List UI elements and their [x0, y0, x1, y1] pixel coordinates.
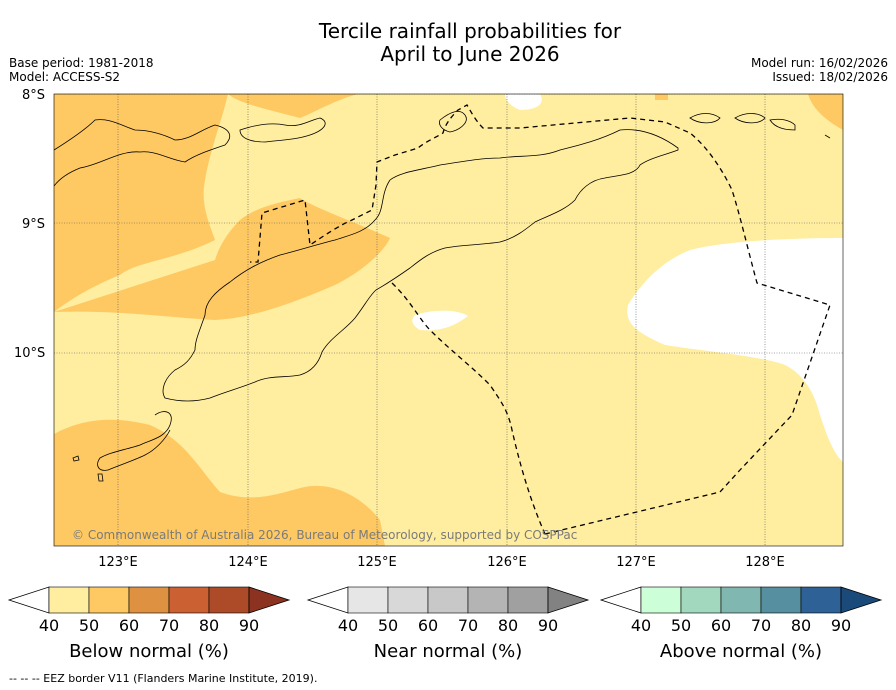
title-line-1: Tercile rainfall probabilities for: [318, 19, 622, 43]
no-signal-region-north: [505, 94, 542, 110]
near-colorbar-title: Near normal (%): [374, 641, 523, 662]
below-colorbar-tick-label: 90: [239, 616, 259, 635]
near-colorbar-tick-label: 70: [458, 616, 478, 635]
above-colorbar-under-triangle: [599, 586, 642, 614]
near-colorbar-tick-label: 80: [498, 616, 518, 635]
lon-label-123e: 123°E: [98, 555, 138, 570]
colorbar-below-normal: 40 50 60 70 80 90 Below normal (%): [7, 586, 291, 662]
eez-border: [250, 104, 831, 535]
below-colorbar-segment: [168, 586, 210, 614]
lon-label-126e: 126°E: [487, 555, 527, 570]
below-normal-50-60-west: [54, 94, 228, 312]
above-colorbar-over-triangle: [840, 586, 883, 614]
below-normal-small-patch: [655, 94, 668, 100]
below-colorbar-tick-label: 80: [199, 616, 219, 635]
above-colorbar-tick-label: 60: [711, 616, 731, 635]
below-normal-50-60-south: [54, 419, 385, 546]
below-normal-50-60-northeast: [808, 94, 843, 130]
lon-label-128e: 128°E: [745, 555, 785, 570]
map-title: Tercile rainfall probabilities for April…: [0, 20, 896, 66]
above-colorbar-tick-label: 80: [791, 616, 811, 635]
below-colorbar-segment: [48, 586, 90, 614]
below-colorbar-over-triangle: [248, 586, 291, 614]
above-colorbar-segment: [680, 586, 722, 614]
title-line-2: April to June 2026: [380, 42, 560, 66]
below-colorbar-segment: [128, 586, 170, 614]
below-colorbar-segment: [208, 586, 250, 614]
above-colorbar-segment: [760, 586, 802, 614]
model-name: Model: ACCESS-S2: [9, 70, 121, 84]
above-colorbar-tick-label: 50: [671, 616, 691, 635]
near-colorbar-segment: [347, 586, 389, 614]
lon-label-124e: 124°E: [228, 555, 268, 570]
near-colorbar-segment: [467, 586, 509, 614]
above-colorbar-segment: [800, 586, 842, 614]
below-normal-50-60-north: [228, 94, 358, 118]
probability-field: [54, 94, 843, 546]
no-signal-region-east: [627, 238, 843, 462]
near-colorbar-tick-label: 90: [538, 616, 558, 635]
lon-label-125e: 125°E: [357, 555, 397, 570]
below-colorbar-tick-label: 70: [159, 616, 179, 635]
issued-date: Issued: 18/02/2026: [772, 70, 888, 84]
colorbar-near-normal: 40 50 60 70 80 90 Near normal (%): [306, 586, 590, 662]
below-colorbar-segment: [88, 586, 130, 614]
below-colorbar-under-triangle: [7, 586, 50, 614]
above-colorbar-tick-label: 70: [751, 616, 771, 635]
near-colorbar-segment: [427, 586, 469, 614]
lon-label-127e: 127°E: [616, 555, 656, 570]
meta-left: Base period: 1981-2018 Model: ACCESS-S2: [9, 56, 154, 84]
meta-right: Model run: 16/02/2026 Issued: 18/02/2026: [751, 56, 888, 84]
lat-label-8s: 8°S: [22, 88, 45, 103]
map-frame: [53, 93, 844, 547]
below-colorbar-tick-label: 50: [79, 616, 99, 635]
copyright-text: © Commonwealth of Australia 2026, Bureau…: [72, 528, 577, 542]
eez-legend-note: -- -- -- EEZ border V11 (Flanders Marine…: [9, 672, 318, 685]
near-colorbar-under-triangle: [306, 586, 349, 614]
above-colorbar-title: Above normal (%): [660, 641, 822, 662]
near-colorbar-tick-label: 40: [338, 616, 358, 635]
above-colorbar-tick-label: 40: [631, 616, 651, 635]
model-run: Model run: 16/02/2026: [750, 56, 888, 70]
colorbar-above-normal: 40 50 60 70 80 90 Above normal (%): [599, 586, 883, 662]
below-colorbar-tick-label: 40: [39, 616, 59, 635]
below-normal-50-60-central: [54, 198, 390, 320]
below-colorbar-title: Below normal (%): [69, 641, 229, 662]
coastlines: [54, 110, 831, 482]
base-period: Base period: 1981-2018: [9, 56, 154, 70]
near-colorbar-segment: [387, 586, 429, 614]
below-colorbar-tick-label: 60: [119, 616, 139, 635]
above-colorbar-tick-label: 90: [831, 616, 851, 635]
lat-label-9s: 9°S: [22, 217, 45, 232]
above-colorbar-segment: [640, 586, 682, 614]
near-colorbar-over-triangle: [547, 586, 590, 614]
near-colorbar-segment: [507, 586, 549, 614]
above-colorbar-segment: [720, 586, 762, 614]
near-colorbar-tick-label: 50: [378, 616, 398, 635]
near-colorbar-tick-label: 60: [418, 616, 438, 635]
lat-label-10s: 10°S: [14, 346, 45, 361]
